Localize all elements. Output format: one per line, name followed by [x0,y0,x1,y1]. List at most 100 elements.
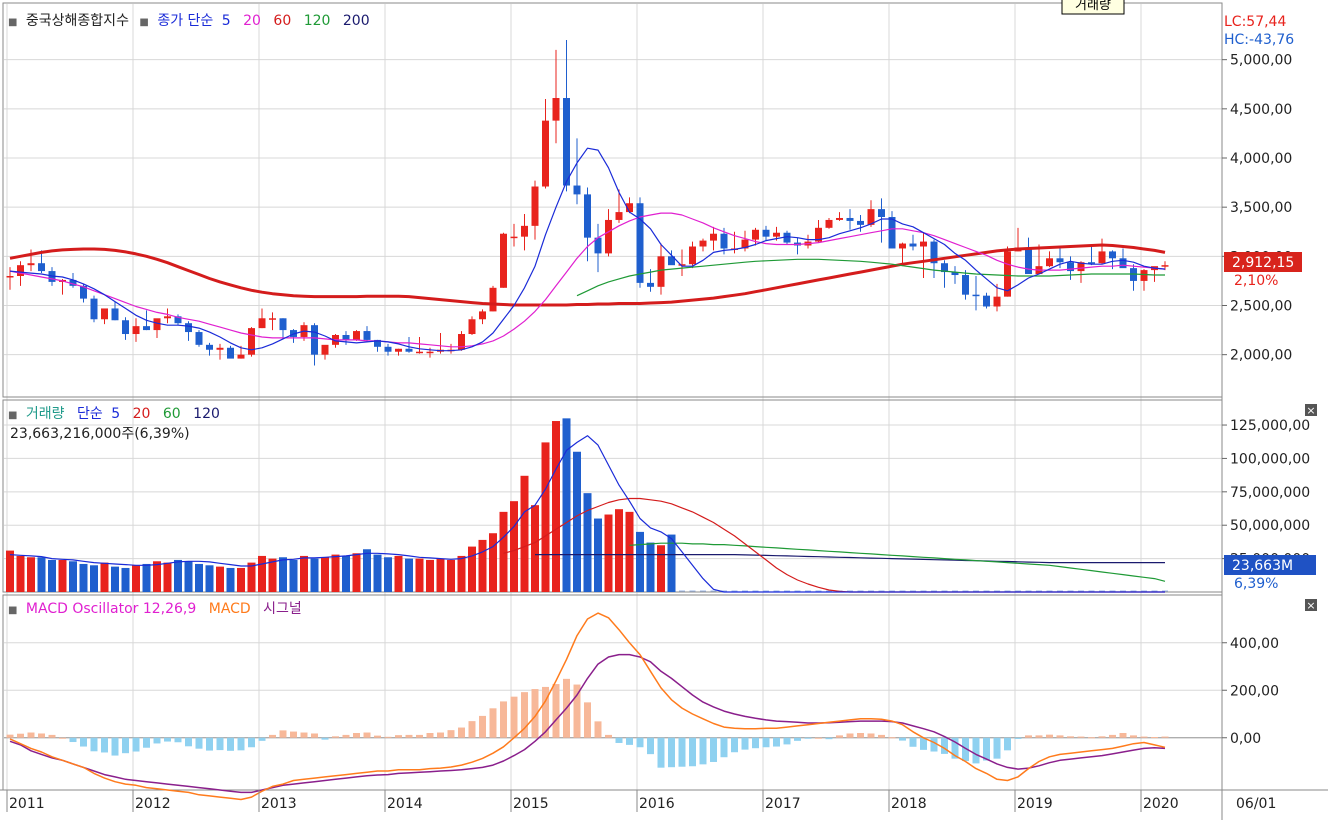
volume-bar [79,563,88,592]
candle-body [825,219,833,228]
candle-body [678,264,686,266]
macd-oscillator-bar [941,737,948,754]
macd-y-tick-label: 400,00 [1230,636,1279,652]
macd-oscillator-bar [258,737,266,741]
volume-legend-ma5: 5 [111,406,120,422]
candle-body [636,203,644,283]
volume-summary: 23,663,216,000주(6,39%) [10,426,190,442]
volume-bar [531,505,539,592]
volume-bar [216,566,224,592]
volume-y-tick-label: 50,000,000 [1230,518,1310,534]
macd-oscillator-bar [531,689,539,738]
macd-oscillator-bar [689,737,696,767]
candle-body [216,347,224,350]
candle-body [909,243,917,247]
volume-close-button[interactable]: × [1305,404,1317,417]
volume-bar [6,550,14,592]
volume-bar [625,511,634,592]
current-volume-tag [1224,555,1316,575]
price-change-label: 2,10% [1234,273,1278,289]
macd-oscillator-bar [384,736,392,738]
macd-oscillator-bar [668,737,675,768]
macd-oscillator-bar [321,737,329,740]
candle-body [479,311,486,320]
candle-body [458,334,465,350]
macd-oscillator-bar [773,737,780,747]
candle-body [1098,251,1106,264]
macd-oscillator-bar [132,737,140,752]
candle-body [311,325,318,355]
volume-bar [48,559,56,592]
candle-body [972,294,980,297]
macd-oscillator-bar [1046,734,1053,738]
candle-body [363,331,371,340]
volume-bar [279,557,287,592]
volume-bar [468,546,476,592]
volume-bar [510,501,518,592]
macd-oscillator-bar [80,737,87,747]
macd-oscillator-bar [930,737,938,752]
volume-bar [100,562,109,592]
candle-body [269,318,276,320]
candle-body [416,351,423,354]
macd-oscillator-bar [825,737,833,740]
volume-bar [268,558,277,592]
candle-body [888,217,896,249]
macd-oscillator-bar [290,731,297,738]
macd-oscillator-bar [888,737,896,739]
macd-oscillator-bar [542,686,549,738]
macd-oscillator-bar [1119,733,1127,738]
x-tick-label: 2011 [9,796,45,812]
volume-bar [247,562,256,592]
volume-bar [363,549,371,592]
price-y-tick-label: 3,500,00 [1230,200,1292,216]
x-tick-label: 2016 [639,796,675,812]
candle-body [206,344,213,350]
volume-bar [604,514,613,592]
price-y-tick-label: 4,000,00 [1230,151,1292,167]
volume-legend-ma120: 120 [193,406,220,422]
volume-bar [405,558,413,592]
candle-body [353,331,360,340]
macd-oscillator-bar [405,734,413,738]
macd-oscillator-bar [1004,737,1011,751]
volume-bar [342,555,350,592]
candle-body [374,339,381,347]
current-volume-label: 23,663M [1232,558,1293,574]
macd-oscillator-bar [1014,737,1022,739]
price-legend-box-2: ■ [139,17,148,28]
price-legend-ma-prefix: 종가 단순 [157,13,213,29]
tooltip-box [1061,0,1125,15]
volume-bar [415,558,424,592]
macd-oscillator-bar [38,733,45,738]
volume-close-icon: × [1306,404,1315,417]
volume-legend-box: ■ [8,410,17,421]
macd-oscillator-bar [878,734,885,738]
candle-body [647,282,654,287]
macd-oscillator-bar [216,737,224,751]
macd-oscillator-bar [647,737,654,755]
candle-body [941,263,948,273]
volume-bar [258,555,266,592]
macd-oscillator-bar [27,732,35,738]
volume-bar [667,534,676,592]
macd-oscillator-bar [951,737,959,759]
macd-oscillator-bar [815,737,822,739]
macd-oscillator-bar [720,737,728,758]
candle-body [132,326,140,335]
candle-body [69,279,77,286]
candle-body [899,243,906,249]
macd-legend-signal: 시그널 [263,601,302,617]
macd-close-button[interactable]: × [1305,599,1317,612]
macd-oscillator-bar [983,737,990,761]
macd-oscillator-bar [1151,737,1158,739]
macd-oscillator-bar [510,696,518,738]
candle-body [762,229,770,237]
candle-body [626,203,633,213]
candle-body [783,232,791,243]
macd-oscillator-bar [174,737,182,743]
volume-y-tick-label: 125,000,00 [1230,418,1310,434]
volume-bar [69,561,77,592]
candle-body [983,295,990,307]
